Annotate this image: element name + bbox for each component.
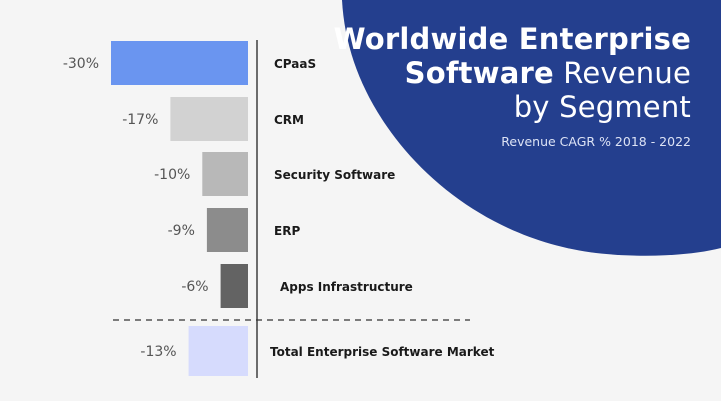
chart-title-software: Software bbox=[404, 56, 554, 90]
value-label: -30% bbox=[63, 56, 99, 72]
category-label: ERP bbox=[274, 224, 300, 238]
chart-title-line-3: by Segment bbox=[513, 90, 691, 124]
value-label: -6% bbox=[181, 279, 208, 295]
chart-title-line-2: Software Revenue bbox=[334, 56, 691, 90]
category-label: Apps Infrastructure bbox=[280, 280, 413, 294]
chart-title-block: Worldwide Enterprise Software Revenue by… bbox=[334, 22, 691, 149]
value-label: -17% bbox=[122, 112, 158, 128]
chart-title-revenue: Revenue bbox=[553, 56, 691, 90]
bar bbox=[206, 208, 248, 252]
value-label: -9% bbox=[168, 223, 195, 239]
bar bbox=[220, 264, 248, 308]
category-label: Total Enterprise Software Market bbox=[270, 345, 495, 359]
chart-title-line-1: Worldwide Enterprise bbox=[333, 22, 691, 56]
category-label: CRM bbox=[274, 113, 304, 127]
bar bbox=[111, 41, 248, 85]
value-label: -10% bbox=[154, 167, 190, 183]
bar bbox=[188, 326, 248, 376]
category-label: Security Software bbox=[274, 168, 395, 182]
bar bbox=[170, 97, 248, 141]
bar bbox=[202, 152, 248, 196]
value-label: -13% bbox=[140, 344, 176, 360]
category-label: CPaaS bbox=[274, 57, 316, 71]
chart-subtitle: Revenue CAGR % 2018 - 2022 bbox=[501, 134, 691, 149]
